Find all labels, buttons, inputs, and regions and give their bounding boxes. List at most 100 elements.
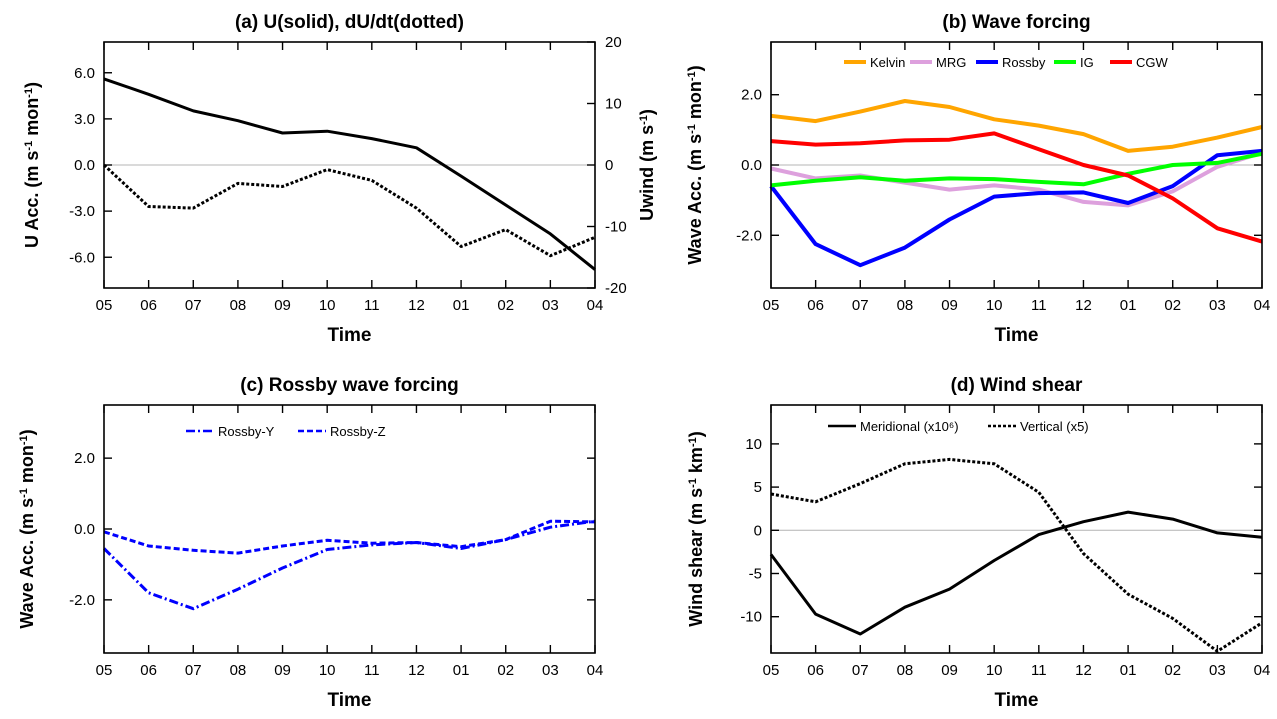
plot-frame: [103, 404, 596, 654]
x-tick-label: 05: [763, 662, 780, 679]
x-tick-label: 06: [140, 297, 157, 314]
series-line-rossby: [769, 148, 1263, 268]
y-tick-label: -6.0: [69, 249, 95, 266]
y-tick-label-right: -10: [605, 219, 627, 236]
x-tick-label: 04: [587, 297, 604, 314]
chart-title: (c) Rossby wave forcing: [240, 375, 459, 396]
x-tick-label: 01: [1120, 297, 1137, 314]
y-axis-label: U Acc. (m s-1 mon-1): [22, 82, 42, 248]
y-tick-label: 2.0: [741, 87, 762, 104]
x-tick-label: 03: [1209, 297, 1226, 314]
x-tick-label: 03: [542, 297, 559, 314]
x-axis-label: Time: [327, 325, 371, 346]
y-tick-label: 0.0: [74, 157, 95, 174]
x-tick-label: 06: [140, 662, 157, 679]
x-tick-label: 04: [1254, 297, 1271, 314]
chart-panel-a: (a) U(solid), dU/dt(dotted) 05 06 07 08 09 10 1…: [22, 12, 657, 346]
x-tick-label: 11: [1031, 662, 1047, 679]
x-tick-label: 10: [986, 662, 1003, 679]
series-line-meridional-x10: [769, 510, 1263, 636]
x-tick-label: 09: [941, 297, 958, 314]
x-tick-label: 11: [364, 662, 380, 679]
x-tick-label: 10: [319, 297, 336, 314]
y-tick-label-right: 0: [605, 157, 613, 174]
x-tick-label: 07: [185, 297, 202, 314]
x-tick-label: 03: [542, 662, 559, 679]
x-tick-label: 02: [1164, 662, 1181, 679]
x-tick-label: 05: [96, 662, 113, 679]
x-tick-label: 04: [1254, 662, 1271, 679]
x-axis-label: Time: [327, 690, 371, 711]
chart-panel-c: (c) Rossby wave forcing 05 06 07 08 09 10 11 12 0…: [17, 375, 603, 711]
y-tick-label: 2.0: [74, 450, 95, 467]
legend-label: CGW: [1136, 55, 1169, 70]
series-line-ig: [770, 151, 1263, 188]
x-tick-label: 08: [897, 662, 914, 679]
y-tick-label: 0.0: [74, 521, 95, 538]
y-axis-label: Wave Acc. (m s-1 mon-1): [17, 429, 37, 628]
x-tick-label: 08: [230, 662, 247, 679]
x-tick-label: 12: [1075, 662, 1092, 679]
series-line-dotted: [102, 163, 596, 258]
y-tick-label: -2.0: [736, 227, 762, 244]
y-tick-label: -3.0: [69, 203, 95, 220]
x-tick-label: 08: [897, 297, 914, 314]
y-axis-label-right: Uwind (m s-1): [637, 109, 657, 221]
x-tick-label: 02: [1164, 297, 1181, 314]
x-tick-label: 01: [1120, 662, 1137, 679]
y-axis-label: Wind shear (m s-1 km-1): [686, 431, 706, 626]
y-tick-label-right: 10: [605, 96, 622, 113]
series-line-kelvin: [770, 99, 1263, 153]
legend-label: MRG: [936, 55, 966, 70]
legend-label: IG: [1080, 55, 1094, 70]
x-tick-label: 12: [1075, 297, 1092, 314]
y-tick-label-right: 20: [605, 34, 622, 51]
legend-label: Rossby-Z: [330, 424, 386, 439]
x-tick-label: 09: [274, 662, 291, 679]
x-axis-label: Time: [994, 325, 1038, 346]
series-line-rossby-z: [103, 519, 596, 555]
series-line-vertical-x5: [770, 457, 1263, 653]
series-line-rossby-y: [102, 519, 596, 611]
plot-frame: [770, 404, 1263, 654]
x-tick-label: 01: [453, 662, 470, 679]
x-tick-label: 05: [763, 297, 780, 314]
chart-title: (b) Wave forcing: [942, 12, 1090, 33]
x-tick-label: 07: [852, 662, 869, 679]
x-tick-label: 09: [941, 662, 958, 679]
y-tick-label: -2.0: [69, 592, 95, 609]
series-line-cgw: [770, 131, 1263, 244]
chart-title: (a) U(solid), dU/dt(dotted): [235, 12, 464, 33]
x-axis-label: Time: [994, 690, 1038, 711]
chart-title: (d) Wind shear: [951, 375, 1083, 396]
y-tick-label: 6.0: [74, 65, 95, 82]
x-tick-label: 03: [1209, 662, 1226, 679]
x-tick-label: 11: [364, 297, 380, 314]
chart-panel-b: (b) Wave forcing 05 06 07 08 09 10 11 12 01 02 03 04…: [685, 12, 1270, 346]
x-tick-label: 10: [986, 297, 1003, 314]
legend-label: Rossby: [1002, 55, 1046, 70]
y-tick-label-right: -20: [605, 280, 627, 297]
x-tick-label: 07: [185, 662, 202, 679]
x-tick-label: 04: [587, 662, 604, 679]
y-axis-label: Wave Acc. (m s-1 mon-1): [685, 65, 705, 264]
y-tick-label: 10: [745, 436, 762, 453]
y-tick-label: 3.0: [74, 111, 95, 128]
x-tick-label: 08: [230, 297, 247, 314]
x-tick-label: 01: [453, 297, 470, 314]
x-tick-label: 07: [852, 297, 869, 314]
x-tick-label: 02: [497, 662, 514, 679]
x-tick-label: 11: [1031, 297, 1047, 314]
x-tick-label: 12: [408, 297, 425, 314]
y-tick-label: 5: [754, 479, 762, 496]
x-tick-label: 10: [319, 662, 336, 679]
series-line-solid: [103, 77, 596, 271]
x-tick-label: 06: [807, 297, 824, 314]
y-tick-label: 0: [754, 522, 762, 539]
x-tick-label: 02: [497, 297, 514, 314]
x-tick-label: 12: [408, 662, 425, 679]
y-tick-label: -10: [740, 609, 762, 626]
x-tick-label: 06: [807, 662, 824, 679]
x-tick-label: 09: [274, 297, 291, 314]
